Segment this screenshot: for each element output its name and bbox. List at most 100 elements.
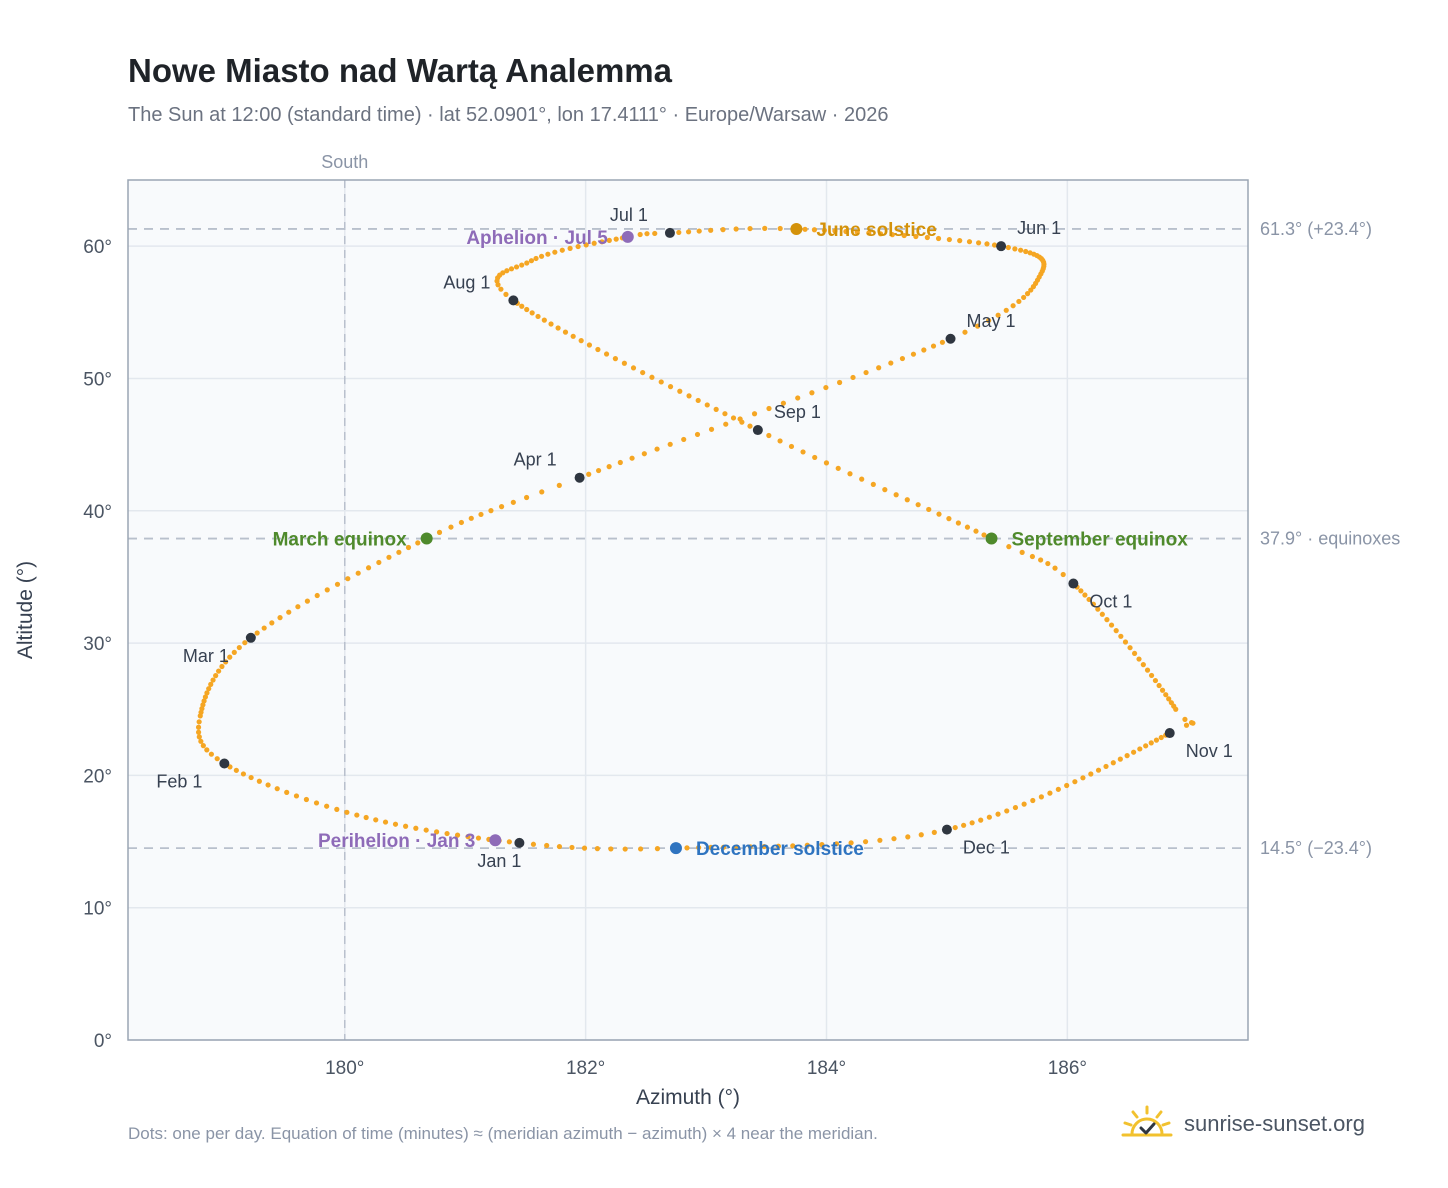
month-marker [752,425,763,436]
daily-sun-dot [1156,682,1162,689]
daily-sun-dot [208,751,214,757]
month-label: May 1 [967,311,1016,331]
daily-sun-dot [986,814,992,820]
page-title: Nowe Miasto nad Wartą Analemma [128,52,673,89]
daily-sun-dot [423,827,429,833]
daily-sun-dot [373,817,379,823]
daily-sun-dot [304,598,310,604]
daily-sun-dot [510,499,516,505]
y-tick-label: 30° [83,634,112,655]
daily-sun-dot [569,844,575,851]
daily-sun-dot [365,565,372,571]
daily-sun-dot [751,411,758,417]
daily-sun-dot [704,402,710,408]
daily-sun-dot [240,771,247,777]
daily-sun-dot [630,365,637,371]
brand[interactable]: sunrise-sunset.org [1120,1102,1365,1146]
daily-sun-dot [681,436,687,443]
daily-sun-dot [295,604,301,610]
month-marker [574,472,585,483]
daily-sun-dot [882,487,888,493]
daily-sun-dot [973,528,979,534]
daily-sun-dot [324,803,330,809]
daily-sun-dot [195,729,202,735]
daily-sun-dot [1182,716,1188,722]
daily-sun-dot [876,365,882,371]
daily-sun-dot [541,317,547,323]
daily-sun-dot [1166,696,1172,702]
y-axis-title: Altitude (°) [14,561,37,659]
daily-sun-dot [200,743,206,749]
daily-sun-dot [1143,743,1149,749]
daily-sun-dot [913,233,919,240]
daily-sun-dot [924,234,930,241]
daily-sun-dot [926,506,932,513]
daily-sun-dot [1064,782,1070,789]
daily-sun-dot [901,232,907,239]
daily-sun-dot [640,369,646,376]
daily-sun-dot [1005,244,1011,251]
daily-sun-dot [899,355,906,362]
daily-sun-dot [313,800,320,806]
daily-sun-dot [696,228,702,234]
daily-sun-dot [1152,677,1159,684]
daily-sun-dot [986,317,992,324]
daily-sun-dot [800,449,806,455]
daily-sun-dot [1010,303,1016,309]
y-tick-label: 20° [83,766,112,787]
daily-sun-dot [213,673,219,679]
daily-sun-dot [448,524,454,530]
daily-sun-dot [739,419,745,425]
daily-sun-dot [539,489,545,495]
daily-sun-dot [720,227,726,233]
month-label: Feb 1 [156,771,202,791]
daily-sun-dot [524,306,530,313]
daily-sun-dot [1104,617,1110,623]
daily-sun-dot [488,508,494,514]
daily-sun-dot [413,825,419,831]
daily-sun-dot [613,236,619,242]
daily-sun-dot [777,225,783,232]
x-tick-label: 182° [566,1058,605,1079]
reference-line-label: 37.9° · equinoxes [1260,529,1400,549]
daily-sun-dot [274,786,280,792]
daily-sun-dot [1038,557,1044,563]
y-tick-label: 60° [83,237,112,258]
daily-sun-dot [1108,622,1115,628]
daily-sun-dot [777,438,783,444]
daily-sun-dot [823,384,829,391]
month-markers: Jan 1 Feb 1 Mar 1 Apr 1 May 1 Jun 1 Jul 1 Aug 1… [156,205,1232,871]
daily-sun-dot [708,426,715,432]
x-tick-label: 180° [325,1058,364,1079]
daily-sun-dot [324,587,330,593]
event-label: December solstice [696,839,864,860]
daily-sun-dot [991,242,998,248]
daily-sun-dot [904,497,910,503]
daily-sun-dot [766,405,772,412]
daily-sun-dot [201,698,207,704]
event-label: September equinox [1011,530,1188,551]
daily-sun-dot [535,313,541,320]
daily-sun-dot [1173,706,1179,712]
daily-sun-dot [667,441,673,447]
daily-sun-dot [809,390,815,396]
daily-sun-dot [392,821,399,827]
daily-sun-dot [1016,298,1022,305]
daily-sun-dot [277,615,283,621]
daily-sun-dot [612,356,619,362]
daily-sun-dot [762,225,768,231]
event-label: Perihelion · Jan 3 [318,831,475,852]
daily-sun-dot [847,471,853,477]
event-marker [420,532,433,545]
daily-sun-dot [269,620,275,626]
daily-sun-dot [1153,737,1160,743]
daily-sun-dot [606,237,612,243]
daily-sun-dot [939,339,946,345]
daily-sun-dot [198,738,204,744]
daily-sun-dot [603,351,610,357]
daily-sun-dot [1113,628,1119,634]
month-marker [219,758,230,769]
daily-sun-dot [503,291,509,297]
daily-sun-dot [1045,560,1051,567]
daily-sun-dot [1060,571,1066,578]
